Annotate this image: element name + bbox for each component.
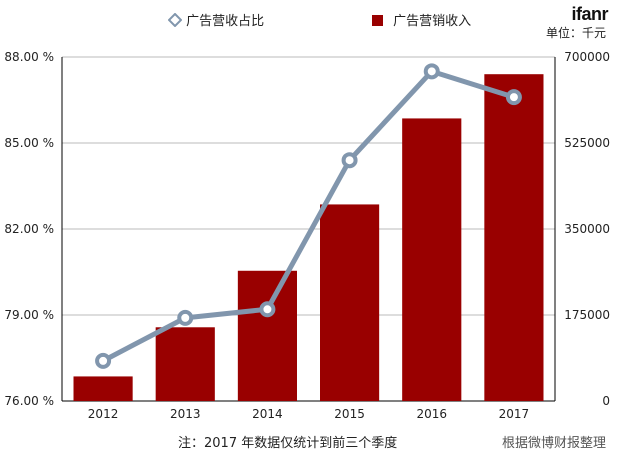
ratio-point-2014 — [259, 301, 276, 318]
right-tick-label: 350000 — [564, 222, 610, 236]
x-tick-label: 2016 — [416, 407, 447, 421]
legend-bar-label: 广告营销收入 — [393, 14, 472, 29]
bar-2013 — [155, 327, 215, 401]
legend-line-entry: 广告营收占比 — [168, 10, 264, 29]
right-tick-label: 175000 — [564, 308, 610, 322]
legend-bar-entry: 广告营销收入 — [372, 10, 471, 29]
unit-label: 单位：千元 — [545, 26, 606, 40]
legend-diamond-marker-icon — [168, 13, 182, 27]
bar-2016 — [402, 118, 462, 401]
x-tick-label: 2013 — [170, 407, 201, 421]
ratio-point-2017 — [505, 89, 522, 106]
left-tick-label: 76.00 % — [4, 394, 54, 408]
ratio-point-2016 — [423, 63, 440, 80]
ifanr-logo: ifanr — [571, 4, 608, 24]
left-tick-label: 85.00 % — [4, 136, 54, 150]
x-tick-label: 2015 — [334, 407, 365, 421]
ratio-point-2012 — [95, 352, 112, 369]
left-tick-label: 79.00 % — [4, 308, 54, 322]
bar-2014 — [237, 270, 297, 401]
ratio-point-2015 — [341, 152, 358, 169]
bar-2015 — [320, 204, 380, 401]
x-tick-label: 2012 — [88, 407, 119, 421]
ratio-point-2013 — [177, 309, 194, 326]
legend-square-marker-icon — [372, 15, 383, 26]
legend-line-label: 广告营收占比 — [186, 14, 265, 29]
bar-2012 — [73, 376, 133, 401]
right-tick-label: 0 — [602, 394, 610, 408]
x-tick-label: 2014 — [252, 407, 283, 421]
right-tick-label: 525000 — [564, 136, 610, 150]
left-tick-label: 88.00 % — [4, 50, 54, 64]
ratio-line — [101, 68, 515, 364]
footnote: 注：2017 年数据仅统计到前三个季度 — [178, 436, 398, 451]
source-credit: 根据微博财报整理 — [501, 436, 606, 451]
left-tick-label: 82.00 % — [4, 222, 54, 236]
right-tick-label: 700000 — [564, 50, 610, 64]
x-tick-label: 2017 — [499, 407, 530, 421]
bar-2017 — [484, 74, 544, 401]
